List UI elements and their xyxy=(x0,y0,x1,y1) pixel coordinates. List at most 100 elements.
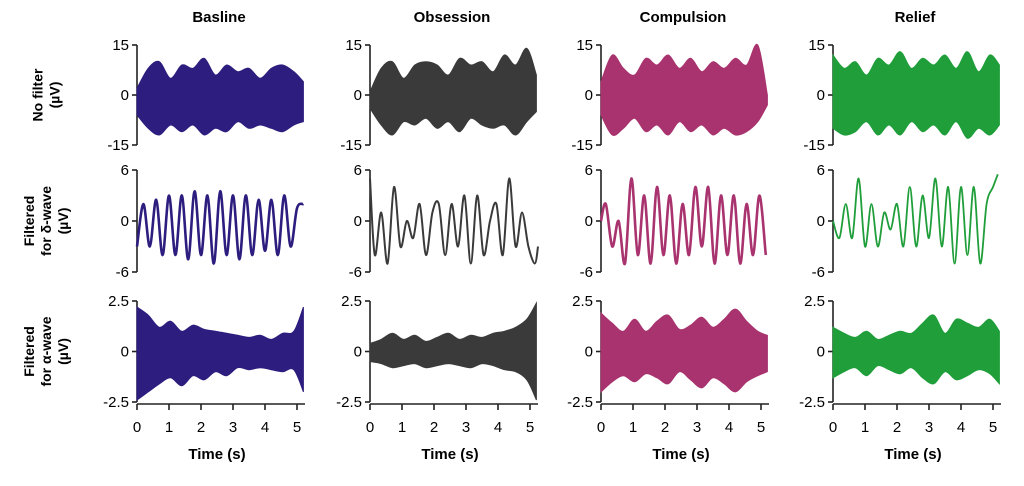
y-tick-label: -6 xyxy=(116,264,129,281)
row-label-1: No filter (µV) xyxy=(30,68,63,121)
y-tick-label: 0 xyxy=(121,87,129,104)
y-tick-label: 15 xyxy=(112,37,129,54)
row-label-2: Filtered for δ-wave (µV) xyxy=(21,186,71,256)
signal-compulsion xyxy=(600,308,768,394)
y-tick-label: 6 xyxy=(354,162,362,179)
y-tick-label: 6 xyxy=(585,162,593,179)
signal-obsession xyxy=(369,301,537,401)
x-tick-label: 4 xyxy=(957,419,965,436)
panel-relief-row-3: 2.5 0 -2.5 xyxy=(799,293,1000,411)
y-tick-label: -2.5 xyxy=(103,394,129,411)
signal-obsession xyxy=(369,177,539,265)
panel-basline-row-1: 15 0 -15 xyxy=(107,37,304,154)
x-tick-label: 0 xyxy=(829,419,837,436)
x-tick-label: 5 xyxy=(757,419,765,436)
column-title-obsession: Obsession xyxy=(414,9,491,26)
x-axis-relief: 0 1 2 3 4 5 Time (s) xyxy=(829,403,1001,463)
y-tick-label: 15 xyxy=(808,37,825,54)
column-title-basline: Basline xyxy=(192,9,245,26)
panel-relief-row-2: 6 0 -6 xyxy=(812,162,999,281)
y-tick-label: 0 xyxy=(817,213,825,230)
y-tick-label: -6 xyxy=(349,264,362,281)
y-tick-label: -15 xyxy=(107,137,129,154)
x-tick-label: 2 xyxy=(661,419,669,436)
y-tick-label: 0 xyxy=(585,213,593,230)
y-tick-label: 2.5 xyxy=(341,293,362,310)
y-tick-label: -2.5 xyxy=(567,394,593,411)
row-label-line: Filtered xyxy=(21,326,37,377)
signal-basline xyxy=(135,189,305,265)
panel-obsession-row-3: 2.5 0 -2.5 xyxy=(336,293,537,411)
y-tick-label: 0 xyxy=(817,87,825,104)
x-tick-label: 2 xyxy=(197,419,205,436)
x-tick-label: 1 xyxy=(861,419,869,436)
y-tick-label: -2.5 xyxy=(336,394,362,411)
x-tick-label: 3 xyxy=(229,419,237,436)
y-tick-label: 2.5 xyxy=(572,293,593,310)
x-axis-label: Time (s) xyxy=(652,446,709,463)
panel-obsession-row-1: 15 0 -15 xyxy=(340,37,537,154)
x-tick-label: 4 xyxy=(494,419,502,436)
column-title-relief: Relief xyxy=(895,9,937,26)
x-tick-label: 4 xyxy=(261,419,269,436)
y-tick-label: 0 xyxy=(354,213,362,230)
x-tick-label: 5 xyxy=(526,419,534,436)
x-tick-label: 3 xyxy=(462,419,470,436)
column-title-compulsion: Compulsion xyxy=(640,9,727,26)
signal-obsession xyxy=(369,47,537,136)
row-label-line: for δ-wave xyxy=(38,186,54,256)
y-tick-label: -15 xyxy=(571,137,593,154)
row-label-line: (µV) xyxy=(55,338,71,365)
panel-basline-row-3: 2.5 0 -2.5 xyxy=(103,293,304,411)
row-label-line: for α-wave xyxy=(38,316,54,386)
signal-relief xyxy=(832,314,1000,386)
panel-compulsion-row-3: 2.5 0 -2.5 xyxy=(567,293,768,411)
x-tick-label: 2 xyxy=(430,419,438,436)
y-tick-label: 15 xyxy=(576,37,593,54)
x-axis-label: Time (s) xyxy=(188,446,245,463)
row-labels: No filter (µV)Filtered for δ-wave (µV)Filte… xyxy=(21,68,71,387)
panel-compulsion-row-1: 15 0 -15 xyxy=(571,37,768,154)
row-label-line: Filtered xyxy=(21,196,37,247)
y-tick-label: -15 xyxy=(340,137,362,154)
y-tick-label: -6 xyxy=(812,264,825,281)
column-titles: Basline Obsession Compulsion Relief xyxy=(192,9,936,26)
x-tick-label: 0 xyxy=(133,419,141,436)
y-tick-label: 2.5 xyxy=(108,293,129,310)
y-tick-label: -6 xyxy=(580,264,593,281)
x-tick-label: 4 xyxy=(725,419,733,436)
row-label-line: (µV) xyxy=(47,82,63,109)
y-tick-label: 0 xyxy=(585,87,593,104)
row-label-line: No filter xyxy=(30,68,46,121)
x-axis-obsession: 0 1 2 3 4 5 Time (s) xyxy=(366,403,538,463)
y-tick-label: 15 xyxy=(345,37,362,54)
y-tick-label: 0 xyxy=(354,344,362,361)
y-tick-label: -2.5 xyxy=(799,394,825,411)
x-tick-label: 2 xyxy=(893,419,901,436)
y-tick-label: 6 xyxy=(121,162,129,179)
x-tick-label: 3 xyxy=(925,419,933,436)
signal-compulsion xyxy=(600,43,768,136)
y-tick-label: 0 xyxy=(354,87,362,104)
panel-compulsion-row-2: 6 0 -6 xyxy=(580,162,768,281)
x-tick-label: 0 xyxy=(597,419,605,436)
y-tick-label: -15 xyxy=(803,137,825,154)
row-label-3: Filtered for α-wave (µV) xyxy=(21,316,71,386)
signal-relief xyxy=(832,51,1000,139)
x-tick-label: 0 xyxy=(366,419,374,436)
x-axis-compulsion: 0 1 2 3 4 5 Time (s) xyxy=(597,403,769,463)
y-tick-label: 0 xyxy=(121,213,129,230)
x-tick-label: 5 xyxy=(293,419,301,436)
x-axis-basline: 0 1 2 3 4 5 Time (s) xyxy=(133,403,305,463)
x-axes: 0 1 2 3 4 5 Time (s) 0 1 2 3 4 5 Time (s) 0 1 2 3 4 5 Time (… xyxy=(133,403,1001,463)
x-tick-label: 5 xyxy=(989,419,997,436)
x-tick-label: 1 xyxy=(398,419,406,436)
x-axis-label: Time (s) xyxy=(884,446,941,463)
y-tick-label: 6 xyxy=(817,162,825,179)
x-axis-label: Time (s) xyxy=(421,446,478,463)
panel-basline-row-2: 6 0 -6 xyxy=(116,162,305,281)
x-tick-label: 3 xyxy=(693,419,701,436)
row-label-line: (µV) xyxy=(55,208,71,235)
panel-obsession-row-2: 6 0 -6 xyxy=(349,162,539,281)
